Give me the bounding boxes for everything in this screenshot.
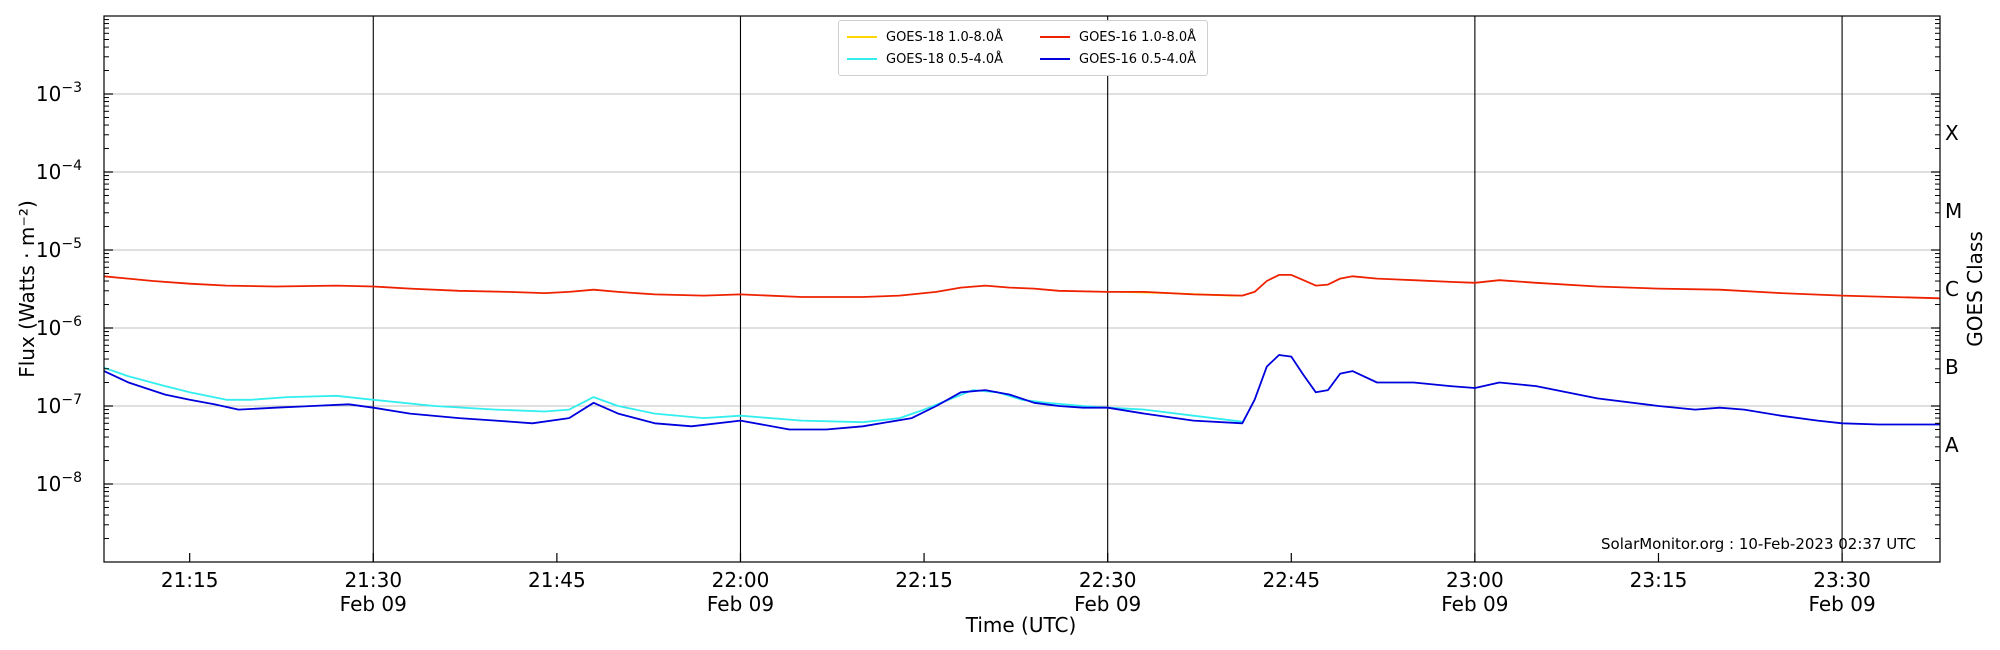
y-tick-base: 10	[36, 316, 61, 340]
legend-item-goes16-long: GOES-16 1.0-8.0Å	[1040, 27, 1196, 47]
goes-class-label: A	[1945, 433, 1959, 457]
x-tick-label: 22:30	[1079, 568, 1137, 592]
y-tick-label: 10−4	[36, 158, 82, 184]
x-tick-label: 23:00	[1446, 568, 1504, 592]
y-tick-base: 10	[36, 394, 61, 418]
y-tick-exponent: −8	[61, 470, 82, 486]
y-tick-exponent: −7	[61, 392, 82, 408]
series-line	[103, 274, 1941, 300]
y-tick-base: 10	[36, 238, 61, 262]
x-tick-label: 22:45	[1262, 568, 1320, 592]
y-tick-exponent: −5	[61, 236, 82, 252]
x-tick-date-label: Feb 09	[707, 592, 774, 616]
vertical-lines	[372, 16, 1843, 562]
y-tick-exponent: −4	[61, 158, 82, 174]
y-tick-label: 10−3	[36, 80, 82, 106]
legend-label-goes18-long: GOES-18 1.0-8.0Å	[886, 29, 1004, 45]
x-tick-label: 21:15	[161, 568, 219, 592]
x-tick-label: 21:45	[528, 568, 586, 592]
y-tick-base: 10	[36, 82, 61, 106]
y-tick-labels: 10−810−710−610−510−410−3	[36, 80, 82, 496]
legend: GOES-18 1.0-8.0Å GOES-18 0.5-4.0Å GOES-1…	[838, 20, 1208, 76]
legend-label-goes16-short: GOES-16 0.5-4.0Å	[1079, 51, 1197, 67]
series-line	[103, 366, 1243, 424]
y-tick-base: 10	[36, 472, 61, 496]
legend-item-goes18-long: GOES-18 1.0-8.0Å	[847, 27, 1003, 47]
x-tick-label: 22:00	[712, 568, 770, 592]
goes-class-label: M	[1945, 199, 1962, 223]
legend-swatch-goes18-short	[847, 58, 877, 60]
legend-item-goes18-short: GOES-18 0.5-4.0Å	[847, 49, 1003, 69]
y-tick-base: 10	[36, 160, 61, 184]
x-tick-label: 23:15	[1630, 568, 1688, 592]
legend-label-goes16-long: GOES-16 1.0-8.0Å	[1079, 29, 1197, 45]
x-tick-date-label: Feb 09	[1074, 592, 1141, 616]
y-tick-label: 10−6	[36, 314, 82, 340]
plot-frame	[103, 15, 1941, 563]
y-axis-label: Flux (Watts · m⁻²)	[15, 200, 39, 378]
x-tick-label: 23:30	[1813, 568, 1871, 592]
x-tick-date-label: Feb 09	[1808, 592, 1875, 616]
grid-layer	[104, 93, 1940, 485]
y-tick-exponent: −6	[61, 314, 82, 330]
y-tick-label: 10−5	[36, 236, 82, 262]
series-layer	[103, 274, 1941, 431]
x-tick-label: 22:15	[895, 568, 953, 592]
tick-layer	[104, 19, 1940, 562]
legend-item-goes16-short: GOES-16 0.5-4.0Å	[1040, 49, 1196, 69]
legend-swatch-goes16-short	[1040, 58, 1070, 60]
goes-class-label: B	[1945, 355, 1959, 379]
goes-class-labels: A B C M X	[1945, 121, 1962, 457]
series-line	[103, 354, 1940, 431]
goes-class-label: C	[1945, 277, 1959, 301]
x-axis-label: Time (UTC)	[965, 613, 1077, 637]
y-tick-label: 10−8	[36, 470, 82, 496]
x-tick-label: 21:30	[344, 568, 402, 592]
x-tick-date-label: Feb 09	[1441, 592, 1508, 616]
source-annotation: SolarMonitor.org : 10-Feb-2023 02:37 UTC	[1601, 535, 1916, 553]
goes-class-label: X	[1945, 121, 1959, 145]
legend-swatch-goes18-long	[847, 36, 877, 38]
y-tick-label: 10−7	[36, 392, 82, 418]
legend-swatch-goes16-long	[1040, 36, 1070, 38]
y-tick-exponent: −3	[61, 80, 82, 96]
x-tick-date-label: Feb 09	[340, 592, 407, 616]
legend-label-goes18-short: GOES-18 0.5-4.0Å	[886, 51, 1004, 67]
y2-axis-label: GOES Class	[1963, 231, 1987, 347]
